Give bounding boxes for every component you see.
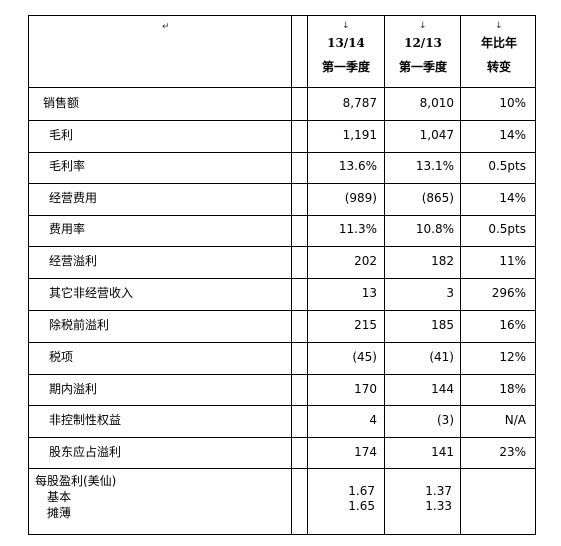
row-value-col1: 11.3%	[338, 222, 377, 236]
row-label: 费用率	[49, 222, 86, 236]
divider	[384, 16, 385, 534]
divider	[29, 87, 535, 88]
row-value-col2: 185	[431, 318, 454, 332]
row-value-col3: 0.5pts	[488, 222, 526, 236]
divider	[460, 16, 461, 534]
row-value-col1: 4	[369, 413, 377, 427]
row-value-col3: 14%	[499, 128, 526, 142]
col1-header-line2: 第一季度	[321, 60, 370, 74]
col3-header-line2: 转变	[486, 60, 511, 74]
row-value-col2: 8,010	[419, 96, 454, 110]
row-value-col2: (865)	[421, 191, 454, 205]
row-label: 其它非经营收入	[49, 286, 134, 300]
row-value-col3: 0.5pts	[488, 159, 526, 173]
line-break-mark: ↓	[495, 21, 503, 31]
col3-header-line1: 年比年	[480, 36, 517, 50]
row-value-col2: 182	[431, 254, 454, 268]
line-break-mark: ↓	[342, 21, 350, 31]
row-label: 销售额	[43, 96, 80, 110]
row-value-col2: 1,047	[419, 128, 454, 142]
row-value-col1: 1,191	[342, 128, 377, 142]
row-value-col1: 170	[354, 382, 377, 396]
eps-basic-label: 基本	[47, 490, 72, 504]
row-label: 股东应占溢利	[49, 445, 122, 459]
row-label: 期内溢利	[49, 382, 98, 396]
eps-diluted-col1: 1.65	[348, 499, 375, 513]
divider	[29, 468, 535, 469]
divider	[29, 120, 535, 121]
divider	[29, 215, 535, 216]
divider	[307, 16, 308, 534]
col1-header-line1: 13/14	[327, 36, 365, 50]
row-label: 除税前溢利	[49, 318, 110, 332]
divider	[29, 342, 535, 343]
row-value-col3: 14%	[499, 191, 526, 205]
eps-diluted-col2: 1.33	[425, 499, 452, 513]
col2-header-line1: 12/13	[404, 36, 442, 50]
eps-diluted-label: 摊薄	[47, 506, 72, 520]
paragraph-mark: ↵	[162, 22, 170, 32]
row-value-col3: 16%	[499, 318, 526, 332]
row-value-col1: 13	[361, 286, 377, 300]
row-label: 经营费用	[49, 191, 98, 205]
divider	[29, 310, 535, 311]
row-value-col2: 3	[446, 286, 454, 300]
row-value-col3: N/A	[504, 413, 526, 427]
row-label: 非控制性权益	[49, 413, 122, 427]
row-label: 税项	[49, 350, 74, 364]
eps-basic-col1: 1.67	[348, 484, 375, 498]
row-value-col2: 144	[431, 382, 454, 396]
line-break-mark: ↓	[419, 21, 427, 31]
row-value-col1: 13.6%	[338, 159, 377, 173]
divider	[29, 437, 535, 438]
row-label: 毛利率	[49, 159, 86, 173]
row-value-col1: (45)	[352, 350, 377, 364]
row-value-col1: 215	[354, 318, 377, 332]
row-value-col3: 18%	[499, 382, 526, 396]
eps-title: 每股盈利(美仙)	[35, 474, 117, 488]
row-value-col3: 296%	[491, 286, 526, 300]
row-value-col3: 12%	[499, 350, 526, 364]
eps-basic-col2: 1.37	[425, 484, 452, 498]
row-value-col1: 174	[354, 445, 377, 459]
row-value-col3: 10%	[499, 96, 526, 110]
financial-table: ↵ ↓ 13/14 第一季度 ↓ 12/13 第一季度 ↓ 年比年 转变 销售额…	[28, 15, 536, 535]
row-value-col2: 13.1%	[415, 159, 454, 173]
row-value-col2: (3)	[437, 413, 454, 427]
row-value-col3: 11%	[499, 254, 526, 268]
divider	[29, 183, 535, 184]
divider	[29, 152, 535, 153]
divider	[29, 246, 535, 247]
row-label: 毛利	[49, 128, 74, 142]
divider	[29, 278, 535, 279]
row-label: 经营溢利	[49, 254, 98, 268]
divider	[29, 374, 535, 375]
row-value-col2: (41)	[429, 350, 454, 364]
row-value-col2: 141	[431, 445, 454, 459]
row-value-col1: (989)	[344, 191, 377, 205]
row-value-col1: 202	[354, 254, 377, 268]
divider	[29, 405, 535, 406]
row-value-col2: 10.8%	[415, 222, 454, 236]
col2-header-line2: 第一季度	[398, 60, 447, 74]
row-value-col3: 23%	[499, 445, 526, 459]
divider	[291, 16, 292, 534]
row-value-col1: 8,787	[342, 96, 377, 110]
